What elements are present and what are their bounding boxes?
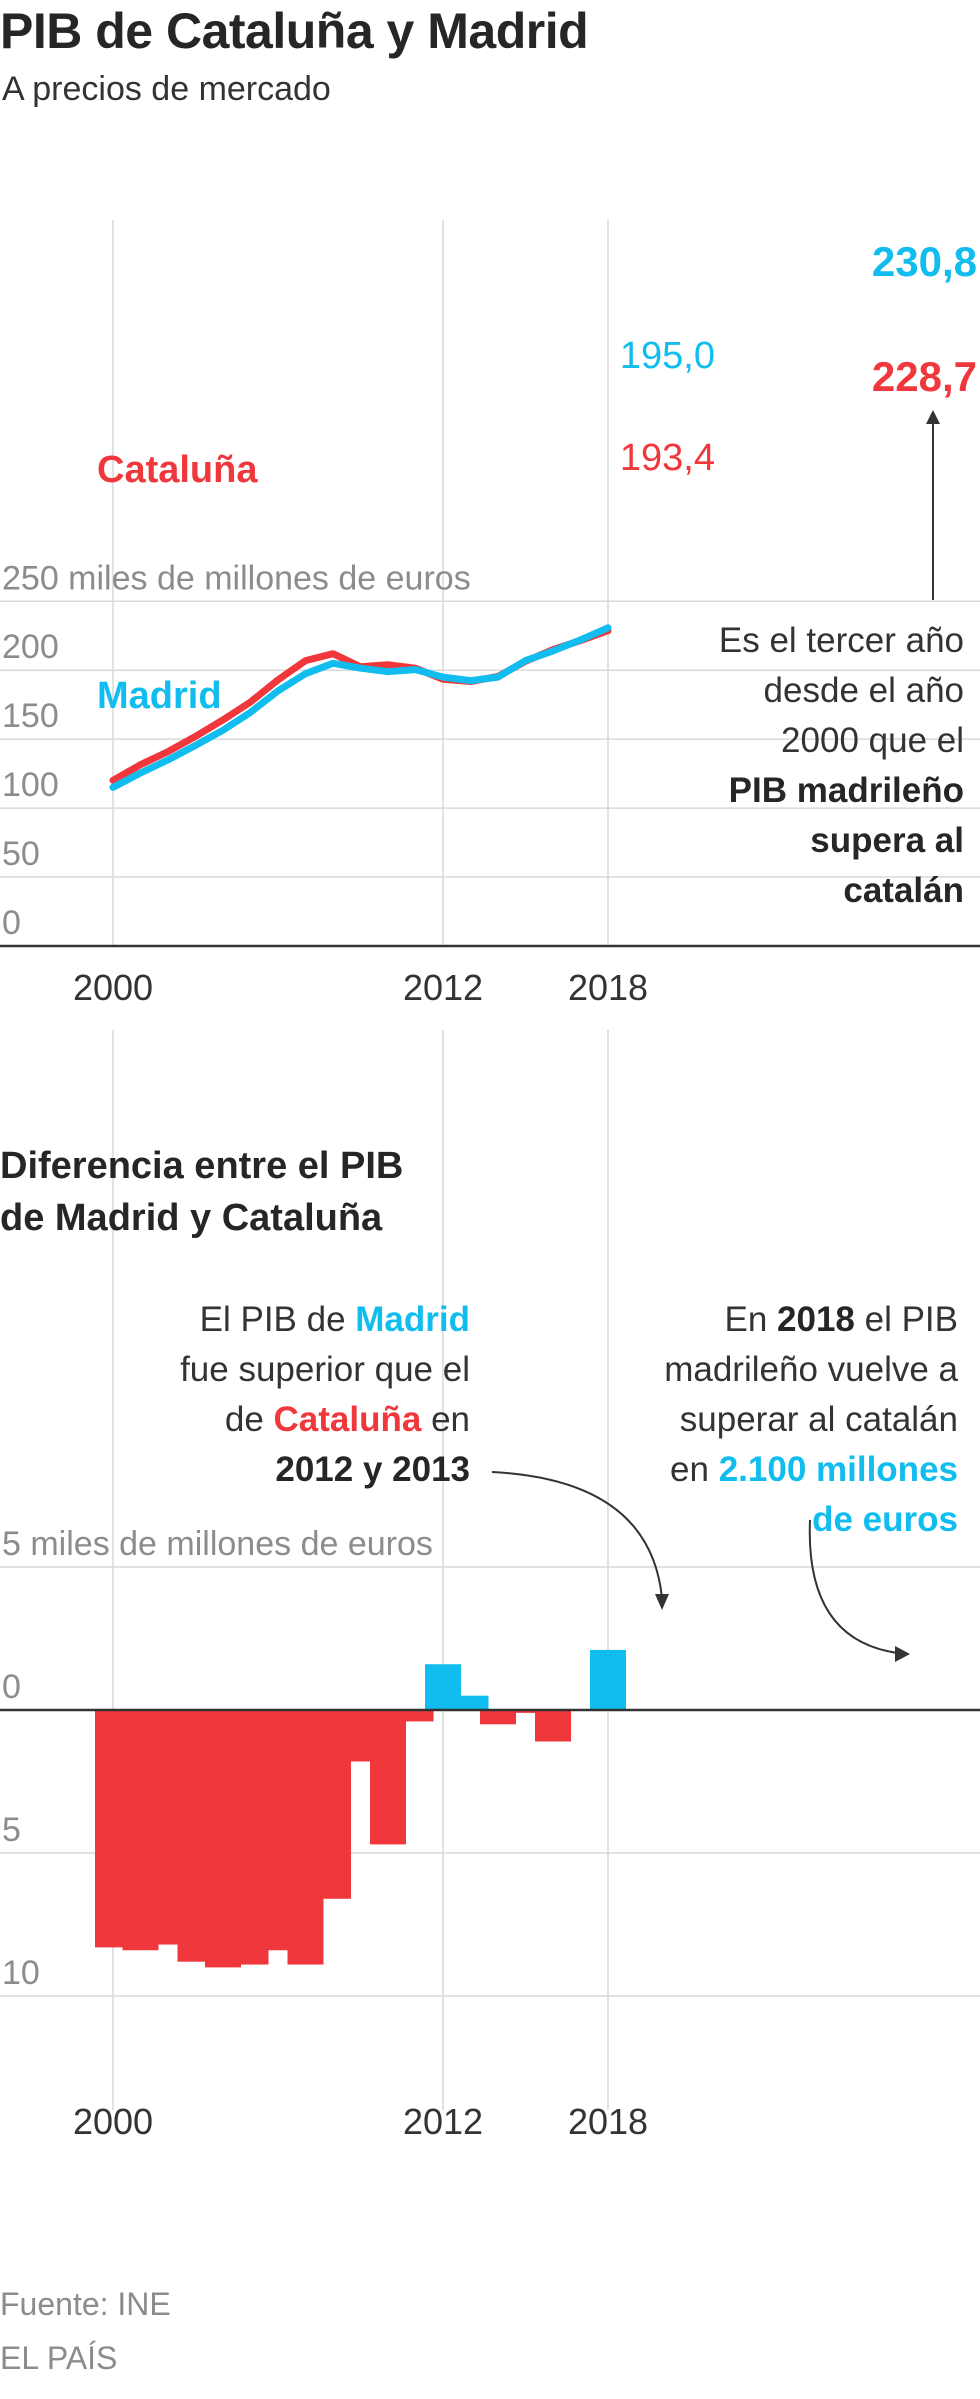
bar-xtick-label-2012: 2012 bbox=[403, 2101, 483, 2142]
note-line-3: 2000 que el bbox=[781, 721, 964, 760]
series-label-madrid: Madrid bbox=[97, 675, 222, 717]
note-line-6: catalán bbox=[843, 871, 964, 910]
arrow-2018-path bbox=[808, 1519, 899, 1654]
page-subtitle: A precios de mercado bbox=[2, 70, 331, 108]
xtick-label-2012: 2012 bbox=[403, 967, 483, 1008]
note-bar1-madrid: Madrid bbox=[355, 1300, 470, 1339]
series-label-cataluna: Cataluña bbox=[97, 449, 258, 491]
bar-xtick-label-2018: 2018 bbox=[568, 2101, 648, 2142]
bar-ytick-label-0: 0 bbox=[2, 1668, 21, 1706]
note-bar2-text2: el PIB bbox=[854, 1300, 958, 1339]
bar-ytick-label-2: 10 bbox=[2, 1954, 40, 1992]
bar-2014 bbox=[480, 1710, 516, 1725]
note-bar1-cataluna: Cataluña bbox=[273, 1400, 422, 1439]
series-line-madrid bbox=[109, 624, 612, 791]
note-line-2: desde el año bbox=[763, 671, 964, 710]
ytick-label-0: 0 bbox=[2, 904, 21, 942]
bar-2016 bbox=[535, 1710, 571, 1742]
ytick-label-250: 250 miles de millones de euros bbox=[2, 559, 471, 597]
note-bar1-text3: en bbox=[421, 1400, 470, 1439]
bar-chart-title: Diferencia entre el PIB de Madrid y Cata… bbox=[0, 1140, 403, 1244]
note-bar1-line2: fue superior que el bbox=[180, 1350, 470, 1389]
ytick-label-200: 200 bbox=[2, 628, 59, 666]
brand-label: EL PAÍS bbox=[0, 2340, 118, 2376]
note-bar2-unit: de euros bbox=[812, 1500, 958, 1539]
note-bar2-line2: madrileño vuelve a bbox=[664, 1350, 958, 1389]
bar-chart-title-line1: Diferencia entre el PIB bbox=[0, 1145, 404, 1187]
bar-2013 bbox=[452, 1695, 489, 1710]
xtick-label-2018: 2018 bbox=[568, 967, 648, 1008]
bar-2015 bbox=[507, 1710, 544, 1713]
note-bar-2018: En 2018 el PIB madrileño vuelve a supera… bbox=[538, 1295, 958, 1545]
note-bar2-text: En bbox=[724, 1300, 778, 1339]
bar-2018 bbox=[590, 1649, 626, 1710]
arrow-2012-path bbox=[491, 1471, 663, 1599]
note-bar-2012: El PIB de Madrid fue superior que el de … bbox=[60, 1295, 470, 1495]
source-label: Fuente: INE bbox=[0, 2286, 171, 2322]
bar-ytick-label-top: 5 miles de millones de euros bbox=[2, 1525, 433, 1563]
note-bar2-text3: en bbox=[670, 1450, 719, 1489]
data-label-cataluna-2012: 193,4 bbox=[620, 437, 715, 479]
ytick-label-100: 100 bbox=[2, 766, 59, 804]
bar-2010 bbox=[370, 1710, 406, 1845]
xtick-label-2000: 2000 bbox=[73, 967, 153, 1008]
arrow-2018-head bbox=[895, 1646, 910, 1662]
page-title: PIB de Cataluña y Madrid bbox=[0, 3, 589, 59]
note-bar2-line3: superar al catalán bbox=[679, 1400, 958, 1439]
data-label-cataluna-2018: 228,7 bbox=[872, 353, 977, 400]
bar-2011 bbox=[397, 1710, 434, 1722]
data-label-madrid-2018: 230,8 bbox=[872, 238, 977, 285]
note-line-5: supera al bbox=[810, 821, 964, 860]
note-bar1-years: 2012 y 2013 bbox=[275, 1450, 470, 1489]
bar-chart-title-line2: de Madrid y Cataluña bbox=[0, 1197, 383, 1239]
note-bar1-text: El PIB de bbox=[199, 1300, 356, 1339]
ytick-label-150: 150 bbox=[2, 697, 59, 735]
ytick-label-50: 50 bbox=[2, 835, 40, 873]
note-bar2-year: 2018 bbox=[777, 1300, 855, 1339]
bar-ytick-label-1: 5 bbox=[2, 1811, 21, 1849]
note-line-1: Es el tercer año bbox=[718, 621, 964, 660]
note-bar1-text2: de bbox=[224, 1400, 274, 1439]
note-line-4: PIB madrileño bbox=[728, 771, 964, 810]
note-line-chart: Es el tercer año desde el año 2000 que e… bbox=[604, 616, 964, 916]
bar-xtick-label-2000: 2000 bbox=[73, 2101, 153, 2142]
arrow-2012-head bbox=[655, 1594, 669, 1610]
note-bar2-amount: 2.100 millones bbox=[718, 1450, 958, 1489]
data-label-madrid-2012: 195,0 bbox=[620, 335, 715, 377]
annotation-arrow-head bbox=[926, 410, 940, 424]
